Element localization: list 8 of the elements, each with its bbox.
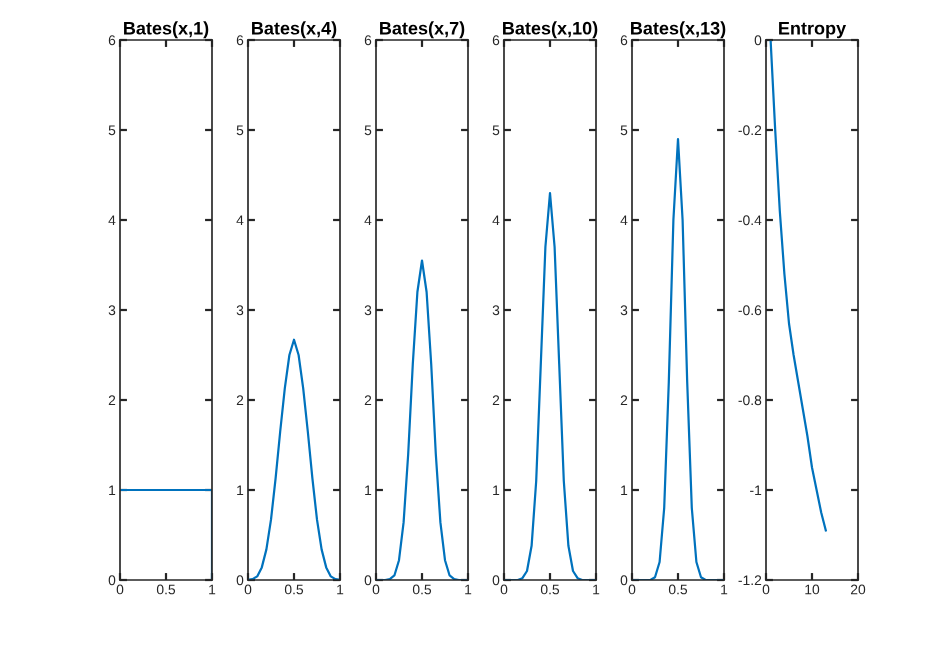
chart-title: Entropy bbox=[779, 22, 847, 39]
chart-title: Bates(x,4) bbox=[252, 21, 337, 39]
line-series bbox=[769, 40, 827, 532]
line-series bbox=[248, 338, 340, 580]
chart-title: Bates(x,13) bbox=[631, 21, 726, 39]
chart-title: Bates(x,7) bbox=[380, 21, 465, 39]
chart-title: Bates(x,10) bbox=[503, 21, 598, 39]
chart-title: Bates(x,1) bbox=[124, 21, 209, 39]
